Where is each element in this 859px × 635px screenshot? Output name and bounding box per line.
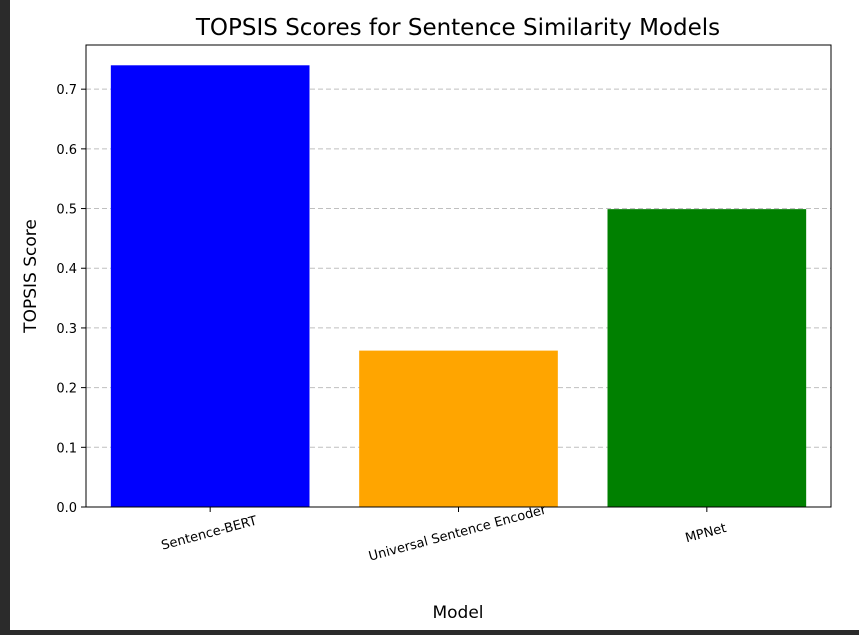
chart-title: TOPSIS Scores for Sentence Similarity Mo… xyxy=(195,15,720,41)
chart-figure: TOPSIS Scores for Sentence Similarity Mo… xyxy=(10,0,859,630)
y-tick-label: 0.7 xyxy=(56,83,77,98)
y-tick-label: 0.1 xyxy=(56,441,77,456)
x-tick-label: Sentence-BERT xyxy=(160,514,259,554)
bars xyxy=(110,65,807,508)
x-tick-label: MPNet xyxy=(684,521,728,546)
y-tick-label: 0.3 xyxy=(56,322,77,337)
y-tick-label: 0.6 xyxy=(56,143,77,158)
y-tick-label: 0.5 xyxy=(56,203,77,218)
y-axis-ticks: 0.0 0.1 0.2 0.3 0.4 0.5 0.6 0.7 xyxy=(56,83,86,516)
y-tick-label: 0.4 xyxy=(56,262,77,277)
x-axis-label: Model xyxy=(432,603,483,623)
y-tick-label: 0.0 xyxy=(56,501,77,516)
x-axis-ticks: Sentence-BERT Universal Sentence Encoder M… xyxy=(160,503,728,565)
x-tick-label: Universal Sentence Encoder xyxy=(367,503,548,565)
y-axis-label: TOPSIS Score xyxy=(21,219,41,334)
y-tick-label: 0.2 xyxy=(56,382,77,397)
bar xyxy=(110,65,310,508)
bar xyxy=(607,209,807,508)
bar-chart: TOPSIS Scores for Sentence Similarity Mo… xyxy=(21,15,832,623)
bar xyxy=(359,350,558,507)
